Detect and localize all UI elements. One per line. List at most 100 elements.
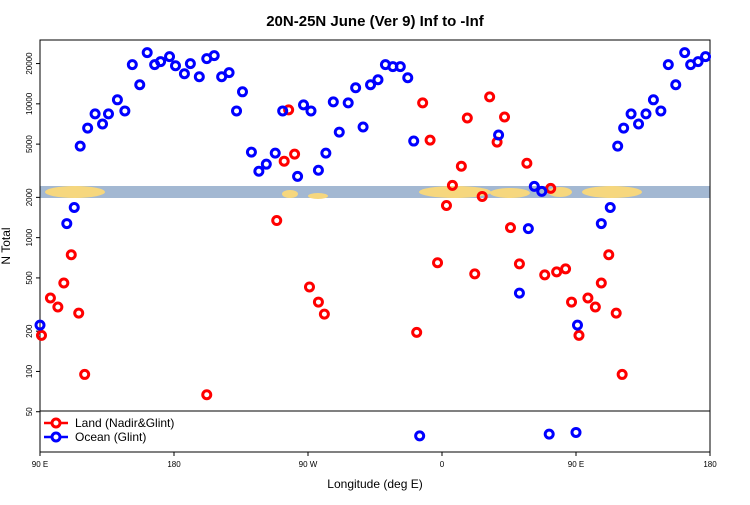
y-axis-label: N Total (0, 227, 13, 264)
point (271, 215, 283, 227)
point (164, 51, 176, 63)
point (604, 201, 616, 213)
point (208, 50, 220, 62)
point (89, 108, 101, 120)
point (111, 94, 123, 106)
point (670, 79, 682, 91)
point (411, 326, 423, 338)
x-tick-label: 180 (703, 460, 717, 469)
point (350, 82, 362, 94)
x-tick-label: 180 (167, 460, 181, 469)
point (610, 307, 622, 319)
point (201, 389, 213, 401)
point (292, 170, 304, 182)
point (178, 68, 190, 80)
x-tick-label: 90 E (32, 460, 48, 469)
point (499, 111, 511, 123)
point (155, 56, 167, 68)
y-tick-label: 5000 (25, 135, 34, 153)
point (408, 135, 420, 147)
point (312, 296, 324, 308)
chart-title: 20N-25N June (Ver 9) Inf to -Inf (266, 13, 485, 30)
point (79, 368, 91, 380)
y-tick-label: 1000 (25, 228, 34, 246)
point (528, 180, 540, 192)
point (513, 258, 525, 270)
point (141, 47, 153, 59)
point (394, 61, 406, 73)
legend-label: Ocean (Glint) (75, 430, 146, 444)
point (679, 47, 691, 59)
point (320, 147, 332, 159)
point (522, 223, 534, 235)
point (61, 218, 73, 230)
point (571, 319, 583, 331)
point (417, 97, 429, 109)
point (504, 222, 516, 234)
y-tick-label: 200 (25, 324, 34, 338)
point (223, 67, 235, 79)
y-tick-label: 10000 (25, 92, 34, 115)
point (102, 108, 114, 120)
point (365, 79, 377, 91)
point (44, 292, 56, 304)
point (595, 277, 607, 289)
point (119, 105, 131, 117)
y-tick-label: 50 (25, 407, 34, 416)
point (633, 118, 645, 130)
point (700, 51, 712, 63)
point (589, 301, 601, 313)
point (312, 164, 324, 176)
y-tick-label: 20000 (25, 52, 34, 75)
point (68, 201, 80, 213)
point (65, 249, 77, 261)
point (662, 59, 674, 71)
point (283, 104, 295, 116)
point (35, 329, 47, 341)
point (73, 307, 85, 319)
point (253, 165, 265, 177)
point (327, 96, 339, 108)
point (461, 112, 473, 124)
point (573, 329, 585, 341)
point (616, 368, 628, 380)
point (402, 72, 414, 84)
point (245, 146, 257, 158)
point (543, 428, 555, 440)
point (58, 277, 70, 289)
point (612, 140, 624, 152)
point (260, 158, 272, 170)
y-tick-label: 100 (25, 364, 34, 378)
point (231, 105, 243, 117)
point (476, 190, 488, 202)
point (513, 287, 525, 299)
point (278, 155, 290, 167)
y-tick-label: 2000 (25, 188, 34, 206)
point (446, 179, 458, 191)
point (539, 269, 551, 281)
legend-marker (50, 417, 62, 429)
point (126, 59, 138, 71)
x-tick-label: 0 (440, 460, 445, 469)
point (536, 185, 548, 197)
point (493, 129, 505, 141)
point (545, 182, 557, 194)
point (484, 91, 496, 103)
point (193, 71, 205, 83)
point (269, 147, 281, 159)
x-tick-label: 90 E (568, 460, 584, 469)
point (298, 99, 310, 111)
y-tick-label: 500 (25, 271, 34, 285)
point (618, 122, 630, 134)
legend-marker (50, 431, 62, 443)
point (560, 263, 572, 275)
map-strip (40, 186, 710, 199)
point (134, 79, 146, 91)
point (521, 157, 533, 169)
point (640, 108, 652, 120)
point (655, 105, 667, 117)
point (432, 257, 444, 269)
point (595, 218, 607, 230)
point (372, 74, 384, 86)
